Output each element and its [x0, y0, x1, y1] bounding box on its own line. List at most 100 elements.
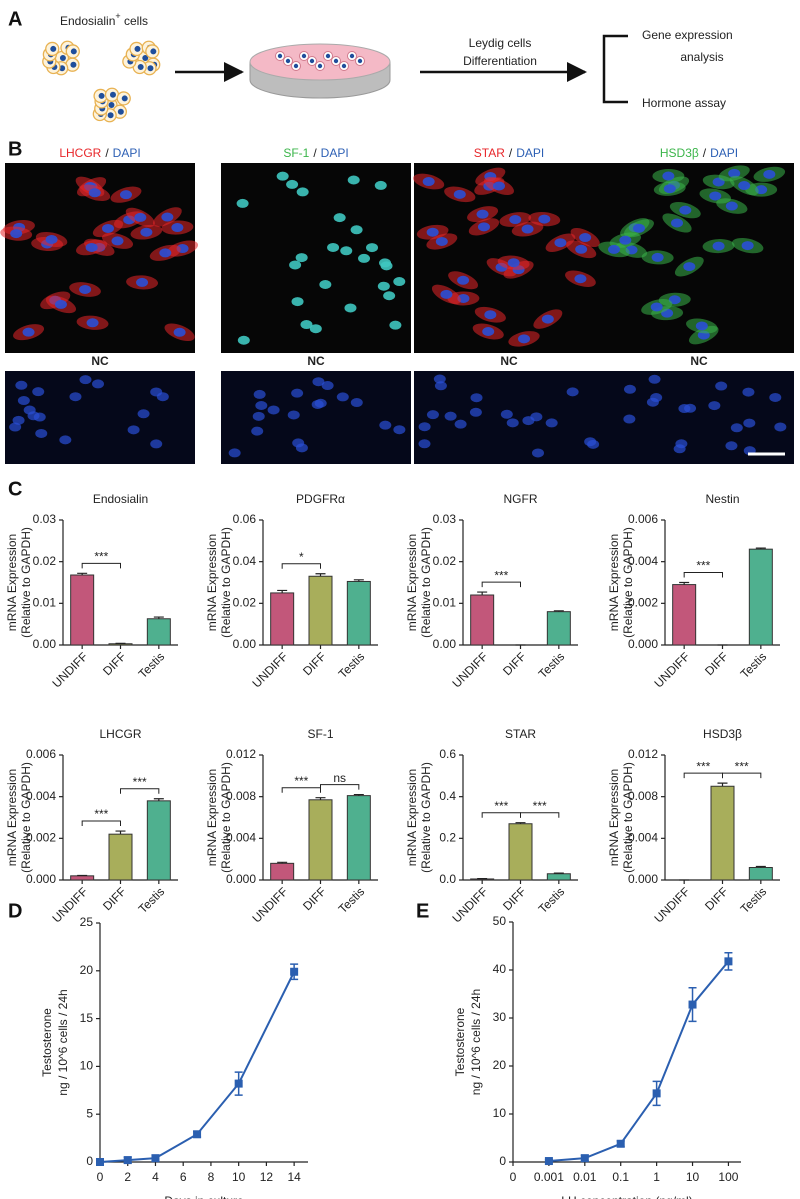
- x-tick-label: DIFF: [300, 649, 329, 678]
- nucleus: [574, 274, 587, 284]
- y-tick-label: 0.000: [628, 872, 658, 886]
- nucleus: [608, 244, 621, 254]
- nucleus: [683, 262, 696, 272]
- nucleus: [276, 171, 289, 181]
- nucleus: [137, 63, 144, 70]
- source-text: Endosialin: [60, 14, 115, 28]
- point: [123, 1156, 132, 1165]
- nucleus: [92, 379, 105, 389]
- x-tick-label: UNDIFF: [250, 884, 291, 925]
- significance-bracket: [281, 787, 321, 793]
- error-bar: [277, 589, 288, 593]
- nucleus: [295, 443, 308, 453]
- point: [96, 1158, 104, 1166]
- diagram: Endosialin+ cells Leydig cells Different…: [42, 11, 733, 123]
- y-tick-label: 0.004: [628, 554, 658, 568]
- chart-title: LHCGR: [99, 727, 141, 741]
- significance-label: ***: [133, 775, 147, 789]
- nucleus: [506, 418, 519, 428]
- error-bar: [77, 572, 88, 575]
- nucleus: [101, 223, 114, 233]
- nucleus: [521, 224, 534, 234]
- nucleus: [321, 381, 334, 391]
- x-tick-label: DIFF: [500, 649, 529, 678]
- error-bar: [515, 822, 526, 824]
- x-tick-label: Testis: [738, 649, 770, 681]
- point: [724, 957, 733, 966]
- bar: [108, 643, 133, 646]
- significance-label: *: [299, 550, 304, 564]
- nucleus: [531, 448, 544, 458]
- micrograph: [604, 371, 794, 464]
- x-tick-label: UNDIFF: [652, 649, 693, 690]
- nucleus: [433, 374, 446, 384]
- x-tick-label: DIFF: [300, 884, 329, 913]
- y-tick-label: 0.008: [628, 789, 658, 803]
- nucleus: [317, 63, 323, 69]
- marker-name: LHCGR: [59, 146, 101, 160]
- error-bar: [679, 581, 690, 585]
- nucleus: [159, 248, 172, 258]
- x-tick-label: 0.001: [534, 1170, 564, 1184]
- nucleus: [109, 91, 116, 98]
- x-tick-label: Testis: [336, 884, 368, 916]
- nucleus: [379, 420, 392, 430]
- y-tick-label: 0.008: [226, 789, 256, 803]
- x-tick-label: 2: [124, 1170, 131, 1184]
- nucleus: [69, 392, 82, 402]
- nucleus: [137, 409, 150, 419]
- error-bar: [553, 872, 564, 874]
- nucleus: [493, 181, 506, 191]
- nucleus: [277, 53, 283, 59]
- nucleus: [554, 238, 567, 248]
- nucleus: [633, 223, 646, 233]
- x-tick-label: Testis: [336, 649, 368, 681]
- x-tick-label: 14: [287, 1170, 301, 1184]
- bar: [70, 574, 95, 646]
- y-tick-label: 0.00: [233, 637, 257, 651]
- nucleus: [366, 243, 379, 253]
- chart-title: HSD3β: [703, 727, 742, 741]
- y-tick-label: 0: [86, 1154, 93, 1168]
- error-bar: [153, 616, 164, 619]
- y-axis-label: (Relative to GAPDH): [621, 527, 635, 638]
- point: [193, 1130, 202, 1139]
- nucleus: [295, 253, 308, 263]
- nucleus: [418, 439, 431, 449]
- point: [544, 1157, 553, 1166]
- nucleus: [357, 58, 363, 64]
- nucleus: [587, 439, 600, 449]
- nucleus: [675, 439, 688, 449]
- nucleus: [333, 58, 339, 64]
- nucleus: [725, 201, 738, 211]
- nucleus: [393, 277, 406, 287]
- y-axis-label: Testosterone: [453, 1007, 467, 1076]
- nucleus: [566, 387, 579, 397]
- bar: [710, 785, 735, 881]
- nucleus: [117, 108, 124, 115]
- nucleus: [500, 409, 513, 419]
- separator: /: [105, 146, 109, 160]
- error-bar: [153, 798, 164, 801]
- control-label: NC: [500, 354, 518, 368]
- nucleus: [579, 233, 592, 243]
- x-tick-label: 12: [260, 1170, 274, 1184]
- significance-bracket: [683, 572, 723, 578]
- nucleus: [54, 299, 67, 309]
- y-axis-label: Testosterone: [40, 1008, 54, 1077]
- y-axis-label: mRNA Expression: [205, 769, 219, 866]
- x-tick-label: 4: [152, 1170, 159, 1184]
- nucleus: [85, 242, 98, 252]
- significance-bracket: [481, 581, 521, 588]
- nucleus: [333, 213, 346, 223]
- y-tick-label: 0.01: [433, 596, 457, 610]
- nucleus: [293, 63, 299, 69]
- separator: /: [509, 146, 513, 160]
- arrow-label: Differentiation: [463, 54, 537, 68]
- significance-bracket: [120, 788, 160, 794]
- nucleus: [340, 246, 353, 256]
- nucleus: [285, 58, 291, 64]
- nucleus: [88, 188, 101, 198]
- chart-title: SF-1: [307, 727, 333, 741]
